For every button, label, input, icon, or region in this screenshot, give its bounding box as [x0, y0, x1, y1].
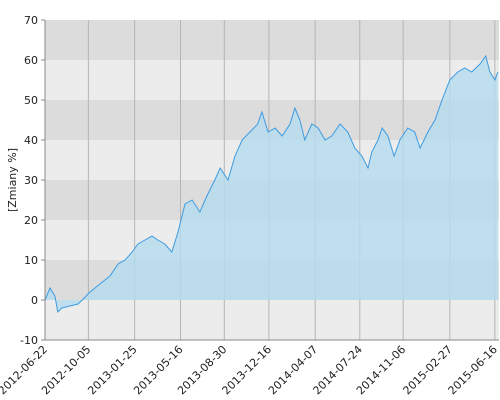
y-tick-label: 70	[24, 14, 38, 27]
y-tick-label: 0	[31, 294, 38, 307]
grid-band	[45, 60, 499, 100]
y-tick-label: 50	[24, 94, 38, 107]
y-tick-label: 60	[24, 54, 38, 67]
grid-band	[45, 20, 499, 60]
y-tick-label: 10	[24, 254, 38, 267]
y-tick-label: 40	[24, 134, 38, 147]
line	[44, 54, 499, 314]
area	[45, 56, 498, 312]
y-tick-label: 20	[24, 214, 38, 227]
grid-band	[45, 300, 499, 340]
y-axis-label: [Zmiany %]	[6, 148, 19, 212]
y-tick-label: 30	[24, 174, 38, 187]
y-tick-label: -10	[20, 334, 38, 347]
